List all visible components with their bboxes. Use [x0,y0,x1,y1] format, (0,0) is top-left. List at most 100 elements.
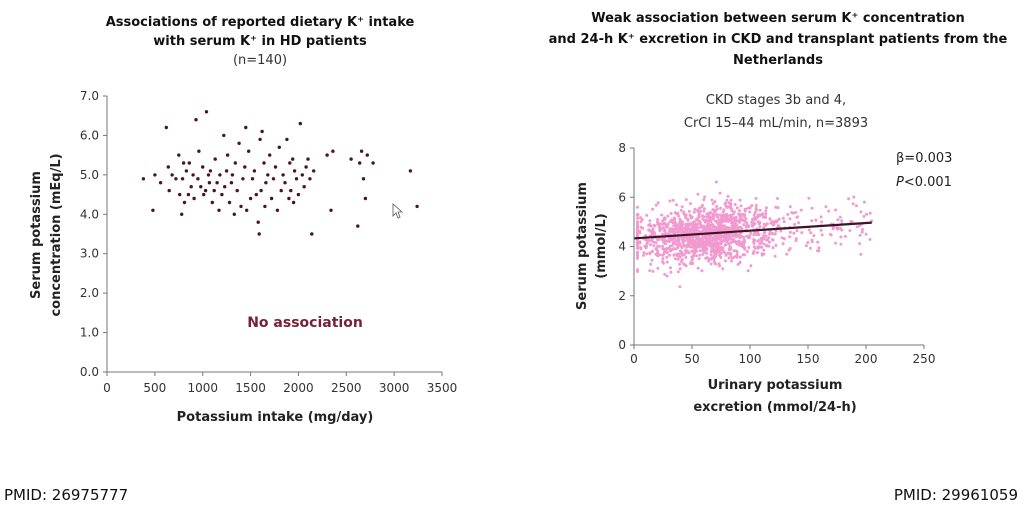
right-data-point [719,214,723,218]
right-data-point [715,213,719,217]
right-data-point [686,229,690,232]
left-data-point [359,149,364,153]
right-data-point [758,208,762,212]
left-x-tick-label: 3000 [379,381,410,395]
left-data-point [283,181,287,185]
right-data-point [760,252,764,256]
right-data-point [838,226,842,230]
right-data-point [756,220,760,224]
right-data-point [679,260,683,263]
right-data-point [710,228,714,232]
right-data-point [764,212,768,216]
right-data-point [662,216,666,220]
right-data-point [750,224,754,228]
right-data-point [679,235,683,239]
right-data-point [820,233,824,237]
right-data-point [742,238,746,242]
right-data-point [682,230,686,234]
mouse-cursor-icon [392,203,404,219]
right-data-point [674,242,678,246]
right-data-point [739,225,743,229]
right-data-point [717,245,721,248]
right-data-point [843,234,847,238]
right-data-point [793,222,796,226]
left-data-point [212,188,216,193]
right-data-point [649,262,653,266]
right-data-point [732,249,736,253]
right-regression-line [633,221,872,240]
right-chart-subtitle: CKD stages 3b and 4, [706,93,846,108]
right-data-point [724,253,728,257]
right-data-point [800,231,804,235]
left-scatter-chart: Associations of reported dietary K⁺ inta… [29,15,457,425]
right-data-point [788,205,792,209]
left-x-tick-label: 2500 [331,381,362,395]
right-data-point [723,224,727,228]
right-data-point [661,257,665,261]
right-data-point [650,258,654,262]
right-data-point [677,228,681,232]
right-data-point [795,229,799,233]
left-data-point [300,173,304,177]
right-data-point [715,238,719,241]
right-data-point [859,210,863,214]
right-data-point [678,267,682,271]
left-data-point [197,149,201,153]
right-data-point [691,255,694,259]
left-data-point [288,161,292,165]
right-data-point [680,253,684,257]
right-data-point [742,243,746,247]
left-data-point [275,208,280,212]
right-data-point [774,219,777,223]
right-data-point [678,242,682,246]
right-data-point [781,242,785,246]
right-data-point [769,221,773,225]
right-data-point [664,242,667,246]
left-x-tick-label: 3500 [427,381,458,395]
right-data-point [736,263,740,266]
left-data-point [180,177,185,181]
right-data-point [649,239,653,243]
left-data-point [245,208,249,212]
right-data-point [732,238,736,242]
right-data-point [753,246,757,250]
right-data-point [713,241,717,245]
right-data-point [695,223,699,227]
left-y-axis-label: Serum potassium [29,171,44,299]
right-data-point [673,257,677,261]
right-data-point [660,213,664,217]
left-data-point [266,173,270,177]
left-data-point [259,188,263,193]
right-data-point [642,251,646,255]
right-data-point [733,203,737,206]
right-data-point [723,219,726,223]
right-data-point [694,230,698,234]
right-data-point [691,225,695,229]
right-data-point [710,198,714,202]
right-data-point [713,209,717,213]
right-data-point [644,234,647,238]
right-data-point [678,285,682,289]
left-data-point [371,161,375,165]
right-data-point [762,248,766,252]
right-data-point [648,269,652,273]
left-data-point [220,192,224,197]
right-data-point [696,266,700,270]
right-data-point [692,210,696,214]
right-data-point [729,205,732,209]
right-data-point [645,252,649,256]
right-data-point [754,203,758,207]
right-data-point [739,212,742,216]
right-data-point [690,249,694,253]
right-data-point [722,208,726,212]
right-data-point [636,229,639,233]
right-data-point [788,217,792,221]
right-data-point [651,269,655,273]
right-data-point [679,208,683,212]
right-data-point [704,244,708,248]
left-data-point [194,118,198,122]
right-data-point [771,246,775,250]
right-data-point [708,215,712,219]
right-data-point [839,235,843,239]
left-y-tick-label: 1.0 [80,326,99,340]
